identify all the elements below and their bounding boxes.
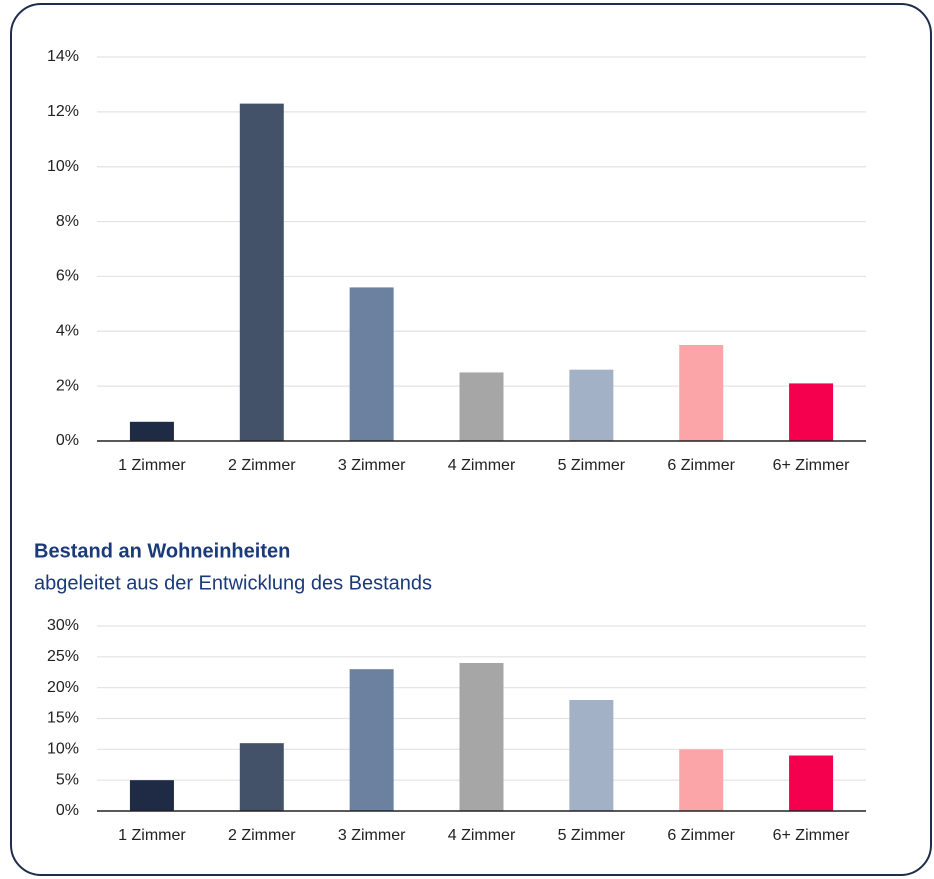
- y-tick-label: 20%: [47, 679, 79, 696]
- chart-title: Bestand an Wohneinheiten: [34, 540, 290, 562]
- bar: [129, 421, 174, 441]
- x-tick-label: 1 Zimmer: [118, 827, 186, 844]
- x-tick-label: 6 Zimmer: [667, 457, 735, 474]
- bar: [459, 663, 504, 811]
- y-tick-label: 10%: [47, 741, 79, 758]
- bar: [349, 669, 394, 811]
- x-tick-label: 1 Zimmer: [118, 457, 186, 474]
- y-tick-label: 0%: [56, 802, 79, 819]
- bar: [239, 743, 284, 811]
- bar: [789, 383, 834, 441]
- x-tick-label: 6+ Zimmer: [773, 457, 851, 474]
- y-tick-label: 25%: [47, 648, 79, 665]
- y-tick-label: 10%: [47, 158, 79, 175]
- x-tick-label: 4 Zimmer: [448, 827, 516, 844]
- x-tick-label: 4 Zimmer: [448, 457, 516, 474]
- bar: [459, 372, 504, 441]
- bar: [679, 749, 724, 811]
- bar: [569, 700, 614, 811]
- bar: [679, 345, 724, 441]
- bar: [129, 780, 174, 811]
- x-tick-label: 3 Zimmer: [338, 827, 406, 844]
- chart-subtitle: abgeleitet aus der Entwicklung des Besta…: [34, 572, 432, 594]
- x-tick-label: 6+ Zimmer: [773, 827, 851, 844]
- bar: [349, 287, 394, 441]
- y-tick-label: 5%: [56, 771, 79, 788]
- x-tick-label: 6 Zimmer: [667, 827, 735, 844]
- x-tick-label: 2 Zimmer: [228, 827, 296, 844]
- bar: [789, 755, 834, 811]
- y-tick-label: 12%: [47, 103, 79, 120]
- y-tick-label: 6%: [56, 268, 79, 285]
- y-tick-label: 15%: [47, 710, 79, 727]
- y-tick-label: 14%: [47, 48, 79, 65]
- y-tick-label: 8%: [56, 213, 79, 230]
- y-tick-label: 0%: [56, 432, 79, 449]
- y-tick-label: 2%: [56, 377, 79, 394]
- y-tick-label: 30%: [47, 617, 79, 634]
- bar: [569, 369, 614, 441]
- y-tick-label: 4%: [56, 323, 79, 340]
- x-tick-label: 5 Zimmer: [558, 457, 626, 474]
- x-tick-label: 3 Zimmer: [338, 457, 406, 474]
- bar: [239, 103, 284, 441]
- x-tick-label: 2 Zimmer: [228, 457, 296, 474]
- x-tick-label: 5 Zimmer: [558, 827, 626, 844]
